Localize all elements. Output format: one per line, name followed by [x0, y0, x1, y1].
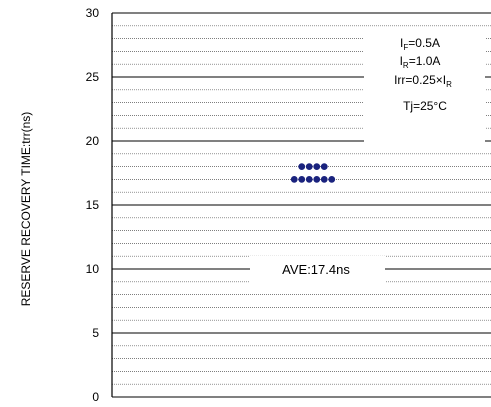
y-tick-label: 20 — [86, 134, 100, 148]
conditions-box — [364, 29, 485, 149]
y-tick-label: 5 — [92, 326, 99, 340]
data-point — [328, 176, 336, 183]
data-point — [290, 176, 298, 183]
condition-if: IF=0.5A — [400, 36, 440, 52]
data-point — [298, 176, 306, 183]
data-point — [305, 176, 313, 183]
average-label-box — [250, 256, 385, 283]
y-axis: 0 5 10 15 20 25 30 — [86, 6, 113, 404]
y-tick-label: 0 — [92, 390, 99, 404]
data-point — [320, 176, 328, 183]
condition-irr: Irr=0.25×IR — [394, 73, 452, 89]
data-points — [290, 163, 336, 183]
data-point — [298, 163, 306, 171]
y-tick-label: 10 — [86, 262, 100, 276]
data-point — [320, 163, 328, 171]
data-point — [305, 163, 313, 171]
condition-tj: Tj=25°C — [403, 99, 447, 113]
y-tick-label: 30 — [86, 6, 100, 20]
data-point — [313, 163, 321, 171]
y-axis-label: RESERVE RECOVERY TIME:trr(ns) — [19, 112, 33, 307]
average-label: AVE:17.4ns — [282, 262, 350, 277]
data-point — [313, 176, 321, 183]
condition-ir: IR=1.0A — [400, 54, 441, 70]
y-tick-label: 15 — [86, 198, 100, 212]
y-tick-label: 25 — [86, 70, 100, 84]
